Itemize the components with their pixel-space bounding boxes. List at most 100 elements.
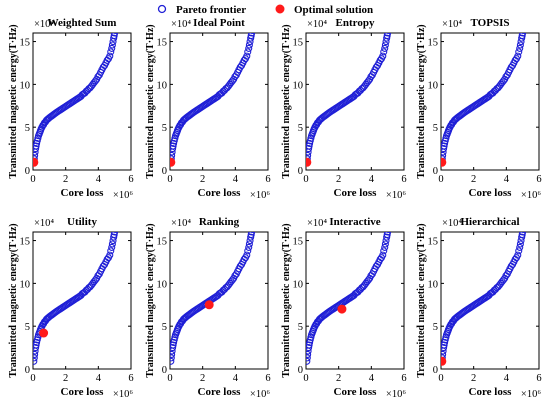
y-tick-label: 0 — [433, 365, 438, 376]
x-tick-label: 2 — [471, 174, 476, 185]
pareto-point — [247, 33, 255, 40]
axes-box — [32, 231, 132, 370]
x-tick-label: 6 — [265, 373, 270, 384]
pareto-point — [384, 232, 392, 236]
y-tick-label: 0 — [433, 166, 438, 177]
y-tick-label: 15 — [157, 38, 168, 49]
pareto-point — [110, 233, 118, 241]
x-tick-label: 4 — [96, 174, 102, 185]
pareto-point — [106, 251, 114, 259]
subplot-title: Interactive — [329, 216, 380, 228]
x-axis-label: Core loss — [61, 386, 105, 398]
pareto-point — [514, 251, 522, 259]
x-tick-label: 6 — [401, 174, 406, 185]
x-tick-label: 0 — [438, 373, 443, 384]
y-multiplier: ×10⁴ — [442, 19, 462, 30]
y-multiplier: ×10⁴ — [442, 218, 462, 229]
pareto-point — [108, 41, 116, 49]
pareto-point — [107, 247, 115, 255]
x-tick-label: 6 — [536, 174, 541, 185]
pareto-point — [249, 33, 255, 34]
x-multiplier: ×10⁶ — [386, 389, 406, 400]
pareto-point — [170, 354, 175, 362]
x-multiplier: ×10⁶ — [250, 389, 270, 400]
pareto-point — [379, 52, 387, 60]
pareto-point — [521, 224, 527, 230]
pareto-point — [244, 48, 252, 56]
pareto-point — [33, 344, 40, 352]
pareto-point — [514, 52, 522, 60]
axes-box — [440, 231, 540, 370]
y-tick-label: 10 — [157, 80, 168, 91]
x-tick-label: 2 — [336, 174, 341, 185]
pareto-point — [110, 33, 118, 40]
x-tick-label: 0 — [303, 373, 308, 384]
pareto-point — [170, 350, 176, 358]
data-marks — [33, 224, 119, 365]
y-multiplier: ×10⁴ — [34, 218, 54, 229]
y-tick-label: 5 — [25, 123, 30, 134]
x-tick-label: 4 — [369, 373, 375, 384]
pareto-point — [245, 41, 253, 49]
y-tick-label: 5 — [433, 322, 438, 333]
pareto-point — [519, 232, 527, 236]
pareto-point — [250, 25, 256, 31]
legend: Pareto frontier Optimal solution — [157, 4, 373, 16]
pareto-point — [113, 224, 119, 230]
pareto-point — [384, 33, 392, 37]
pareto-point — [106, 52, 114, 60]
y-tick-label: 10 — [293, 279, 304, 290]
y-multiplier: ×10⁴ — [34, 19, 54, 30]
y-tick-label: 5 — [433, 123, 438, 134]
y-multiplier: ×10⁴ — [171, 218, 191, 229]
pareto-point — [383, 34, 391, 42]
y-tick-label: 10 — [428, 279, 439, 290]
subplot-6: 0 5 10 15 0 2 4 6 ×10⁴ Ranking Core loss ×10⁶ Transm… — [145, 216, 271, 400]
x-tick-label: 2 — [63, 373, 68, 384]
pareto-point — [33, 341, 40, 349]
pareto-point — [381, 41, 389, 49]
pareto-point — [112, 232, 118, 233]
x-tick-label: 0 — [438, 174, 443, 185]
x-tick-label: 0 — [30, 174, 35, 185]
pareto-point — [515, 247, 523, 255]
pareto-point — [386, 22, 392, 28]
pareto-point — [111, 232, 119, 236]
subplot-title: Weighted Sum — [48, 17, 117, 29]
subplot-2: 0 5 10 15 0 2 4 6 ×10⁴ Ideal Point Core loss ×10⁶ Tr… — [145, 17, 271, 201]
pareto-point — [306, 350, 312, 358]
legend-optimal-label: Optimal solution — [294, 4, 373, 16]
subplot-4: 0 5 10 15 0 2 4 6 ×10⁴ TOPSIS Core loss ×10⁶ Transmi… — [416, 17, 542, 201]
pareto-point — [248, 232, 256, 236]
y-tick-label: 5 — [162, 322, 167, 333]
pareto-point — [249, 232, 255, 233]
x-multiplier: ×10⁶ — [521, 389, 541, 400]
y-axis-label: Transmitted magnetic energy(T·Hz) — [416, 24, 427, 178]
axes-box — [305, 32, 405, 171]
pareto-point — [520, 232, 526, 233]
pareto-point — [381, 240, 389, 248]
pareto-point — [247, 232, 255, 239]
pareto-point — [245, 44, 253, 52]
y-tick-label: 0 — [162, 365, 167, 376]
optimal-point — [204, 300, 214, 310]
optimal-point — [33, 157, 39, 167]
pareto-point — [441, 142, 448, 150]
data-marks — [170, 232, 256, 365]
pareto-point — [306, 344, 313, 352]
pareto-point — [441, 341, 448, 349]
pareto-point — [515, 48, 523, 56]
pareto-point — [243, 52, 251, 60]
x-tick-label: 6 — [128, 373, 133, 384]
y-tick-label: 10 — [20, 279, 31, 290]
pareto-point — [518, 233, 526, 241]
pareto-point — [170, 142, 177, 150]
y-tick-label: 15 — [428, 237, 439, 248]
subplot-title: TOPSIS — [471, 17, 510, 29]
y-multiplier: ×10⁴ — [307, 218, 327, 229]
optimal-point — [39, 328, 49, 338]
pareto-point — [518, 33, 526, 40]
pareto-point — [519, 33, 527, 37]
pareto-point — [108, 243, 116, 251]
y-tick-label: 15 — [428, 38, 439, 49]
